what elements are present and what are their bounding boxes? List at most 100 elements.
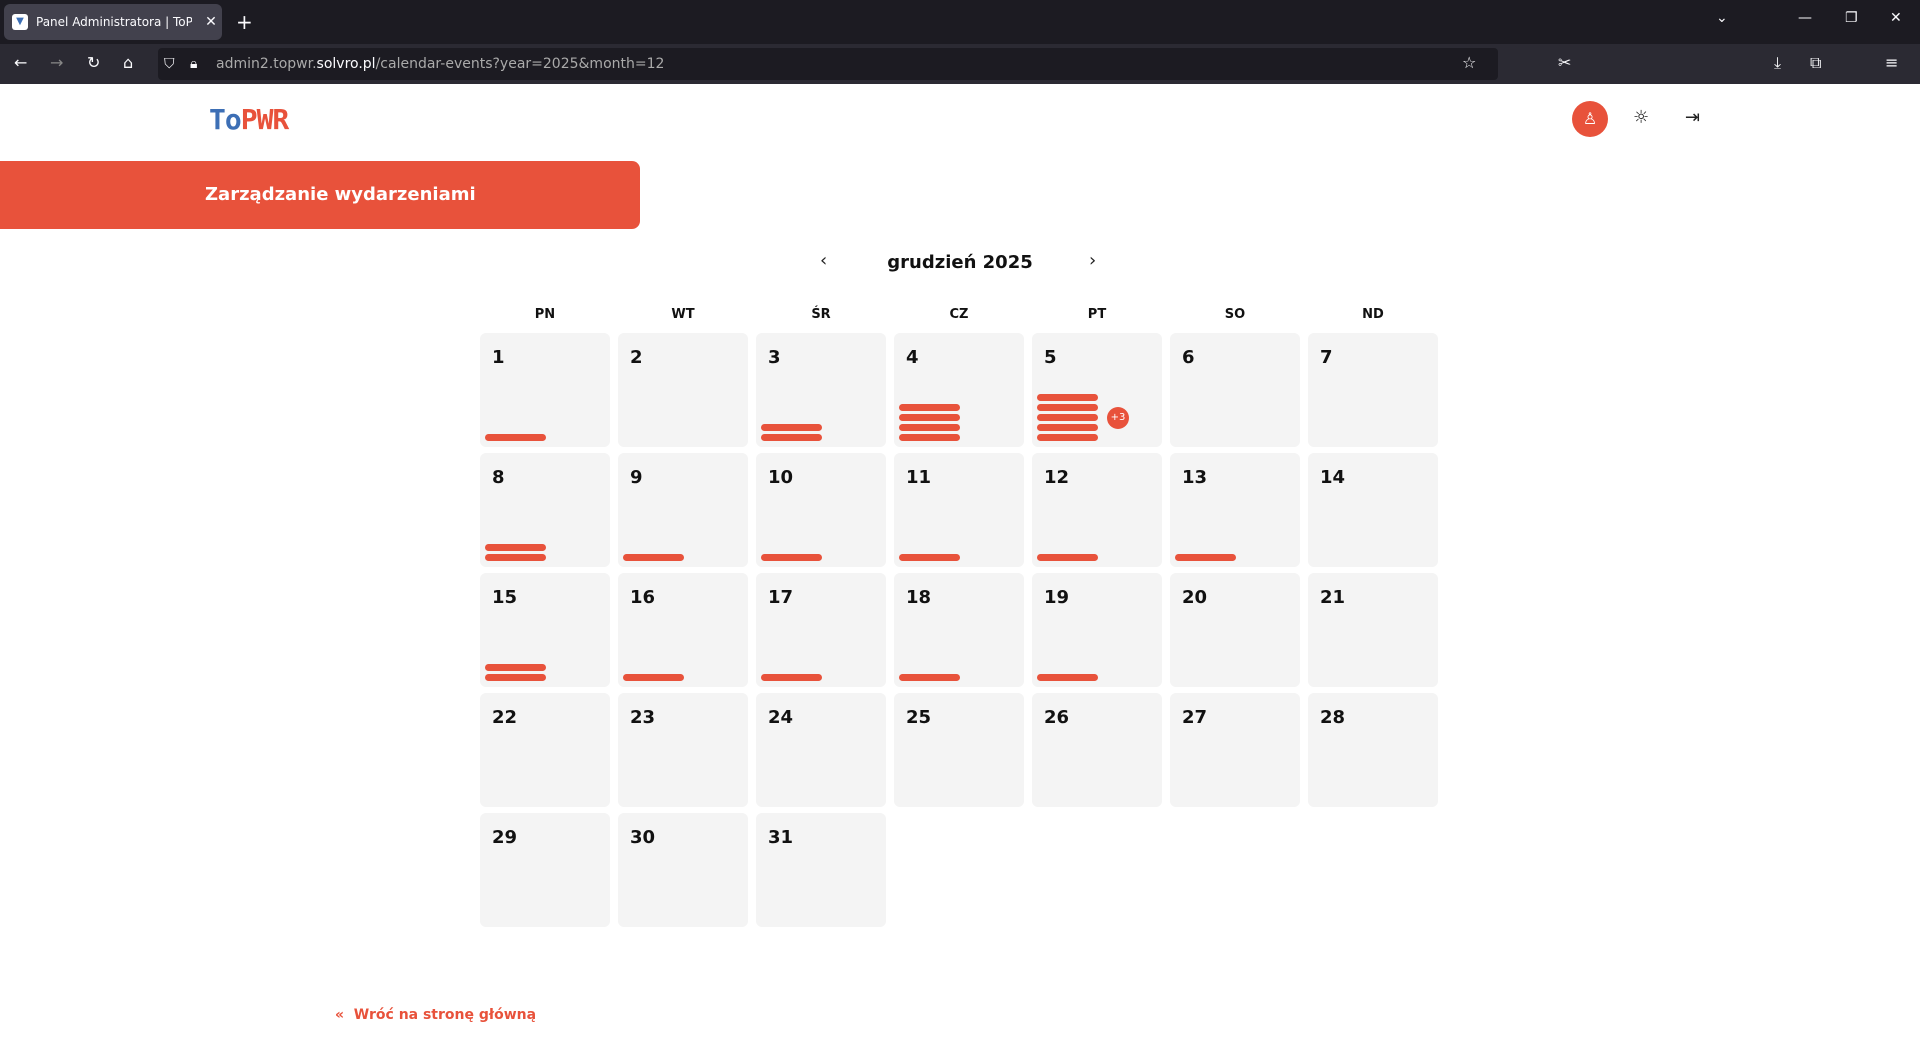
event-bars bbox=[899, 554, 960, 561]
event-bar[interactable] bbox=[1037, 414, 1098, 421]
day-cell[interactable]: 26 bbox=[1032, 693, 1162, 807]
day-cell[interactable]: 9 bbox=[618, 453, 748, 567]
weekday-header: PT bbox=[1087, 307, 1107, 322]
theme-toggle-sun-icon[interactable]: ☼ bbox=[1633, 107, 1650, 128]
event-bar[interactable] bbox=[485, 554, 546, 561]
event-bar[interactable] bbox=[1037, 424, 1098, 431]
day-cell[interactable]: 2 bbox=[618, 333, 748, 447]
back-to-home-link[interactable]: « Wróć na stronę główną bbox=[335, 1007, 536, 1023]
event-bars bbox=[899, 404, 960, 441]
event-bar[interactable] bbox=[761, 554, 822, 561]
forward-icon[interactable]: → bbox=[50, 53, 64, 72]
event-bar[interactable] bbox=[1037, 394, 1098, 401]
event-bar[interactable] bbox=[623, 674, 684, 681]
day-cell[interactable]: 15 bbox=[480, 573, 610, 687]
event-bar[interactable] bbox=[899, 554, 960, 561]
event-bar[interactable] bbox=[623, 554, 684, 561]
day-number: 10 bbox=[768, 467, 794, 488]
day-cell[interactable]: 25 bbox=[894, 693, 1024, 807]
day-cell[interactable]: 6 bbox=[1170, 333, 1300, 447]
month-title: grudzień 2025 bbox=[887, 252, 1033, 273]
day-cell[interactable]: 18 bbox=[894, 573, 1024, 687]
event-bar[interactable] bbox=[1037, 674, 1098, 681]
day-cell[interactable]: 17 bbox=[756, 573, 886, 687]
day-cell[interactable]: 12 bbox=[1032, 453, 1162, 567]
day-cell[interactable]: 10 bbox=[756, 453, 886, 567]
weekday-header: SO bbox=[1224, 307, 1246, 322]
day-cell[interactable]: 3 bbox=[756, 333, 886, 447]
home-icon[interactable]: ⌂ bbox=[123, 53, 134, 72]
back-label: Wróć na stronę główną bbox=[353, 1007, 537, 1023]
event-bar[interactable] bbox=[899, 404, 960, 411]
prev-month-button[interactable]: ‹ bbox=[820, 250, 828, 271]
bookmark-star-icon[interactable]: ☆ bbox=[1462, 53, 1477, 72]
day-number: 19 bbox=[1044, 587, 1070, 608]
user-avatar-button[interactable]: ♙ bbox=[1572, 101, 1608, 137]
day-cell[interactable]: 27 bbox=[1170, 693, 1300, 807]
event-bar[interactable] bbox=[485, 674, 546, 681]
event-bar[interactable] bbox=[761, 424, 822, 431]
event-bar[interactable] bbox=[485, 544, 546, 551]
event-bar[interactable] bbox=[1175, 554, 1236, 561]
event-bar[interactable] bbox=[761, 674, 822, 681]
double-chevron-left-icon: « bbox=[335, 1007, 354, 1023]
close-window-icon[interactable]: ✕ bbox=[1890, 10, 1902, 26]
day-cell[interactable]: 8 bbox=[480, 453, 610, 567]
day-cell[interactable]: 4 bbox=[894, 333, 1024, 447]
event-bar[interactable] bbox=[1037, 404, 1098, 411]
event-bar[interactable] bbox=[899, 674, 960, 681]
weekday-header: ŚR bbox=[811, 307, 831, 322]
day-cell[interactable]: 1 bbox=[480, 333, 610, 447]
next-month-button[interactable]: › bbox=[1089, 250, 1097, 271]
event-bar[interactable] bbox=[485, 434, 546, 441]
extensions-icon[interactable]: ⧉ bbox=[1810, 53, 1822, 72]
event-bar[interactable] bbox=[899, 434, 960, 441]
restore-icon[interactable]: ❐ bbox=[1845, 10, 1858, 26]
minimize-icon[interactable]: — bbox=[1798, 10, 1812, 26]
url-bar[interactable]: ⛉ 🔒︎ admin2.topwr.solvro.pl/calendar-eve… bbox=[158, 48, 1498, 80]
day-cell[interactable]: 28 bbox=[1308, 693, 1438, 807]
back-icon[interactable]: ← bbox=[14, 53, 28, 72]
favicon-icon: ▼ bbox=[12, 14, 28, 30]
event-bar[interactable] bbox=[761, 434, 822, 441]
day-cell[interactable]: 14 bbox=[1308, 453, 1438, 567]
browser-tab[interactable]: ▼ Panel Administratora | ToPWR b ✕ bbox=[4, 4, 222, 40]
topwr-logo[interactable]: ToPWR bbox=[209, 103, 289, 136]
day-number: 24 bbox=[768, 707, 794, 728]
scissors-icon[interactable]: ✂ bbox=[1558, 53, 1572, 72]
day-cell[interactable]: 24 bbox=[756, 693, 886, 807]
close-tab-icon[interactable]: ✕ bbox=[205, 14, 217, 30]
event-bar[interactable] bbox=[899, 414, 960, 421]
event-bar[interactable] bbox=[1037, 554, 1098, 561]
day-cell[interactable]: 7 bbox=[1308, 333, 1438, 447]
download-icon[interactable]: ⤓ bbox=[1774, 53, 1782, 72]
day-number: 7 bbox=[1320, 347, 1333, 368]
day-cell[interactable]: 22 bbox=[480, 693, 610, 807]
new-tab-icon[interactable]: + bbox=[236, 10, 253, 34]
day-cell[interactable]: 31 bbox=[756, 813, 886, 927]
day-cell[interactable]: 13 bbox=[1170, 453, 1300, 567]
day-cell[interactable]: 29 bbox=[480, 813, 610, 927]
day-cell[interactable]: 23 bbox=[618, 693, 748, 807]
menu-icon[interactable]: ≡ bbox=[1885, 53, 1899, 72]
day-cell[interactable]: 21 bbox=[1308, 573, 1438, 687]
day-number: 27 bbox=[1182, 707, 1208, 728]
day-cell[interactable]: 19 bbox=[1032, 573, 1162, 687]
day-cell[interactable]: 30 bbox=[618, 813, 748, 927]
event-bars bbox=[1037, 394, 1098, 441]
more-events-badge[interactable]: +3 bbox=[1107, 407, 1129, 429]
day-cell[interactable]: 11 bbox=[894, 453, 1024, 567]
day-number: 21 bbox=[1320, 587, 1346, 608]
event-bar[interactable] bbox=[899, 424, 960, 431]
logout-icon[interactable]: ⇥ bbox=[1685, 107, 1701, 128]
day-cell[interactable]: 20 bbox=[1170, 573, 1300, 687]
url-prefix: admin2.topwr. bbox=[216, 56, 317, 72]
day-cell[interactable]: 16 bbox=[618, 573, 748, 687]
event-bar[interactable] bbox=[1037, 434, 1098, 441]
tab-list-icon[interactable]: ⌄ bbox=[1716, 10, 1728, 26]
day-cell[interactable]: 5 +3 bbox=[1032, 333, 1162, 447]
shield-icon[interactable]: ⛉ bbox=[164, 56, 175, 72]
event-bar[interactable] bbox=[485, 664, 546, 671]
reload-icon[interactable]: ↻ bbox=[87, 53, 101, 72]
lock-icon[interactable]: 🔒︎ bbox=[190, 56, 198, 72]
